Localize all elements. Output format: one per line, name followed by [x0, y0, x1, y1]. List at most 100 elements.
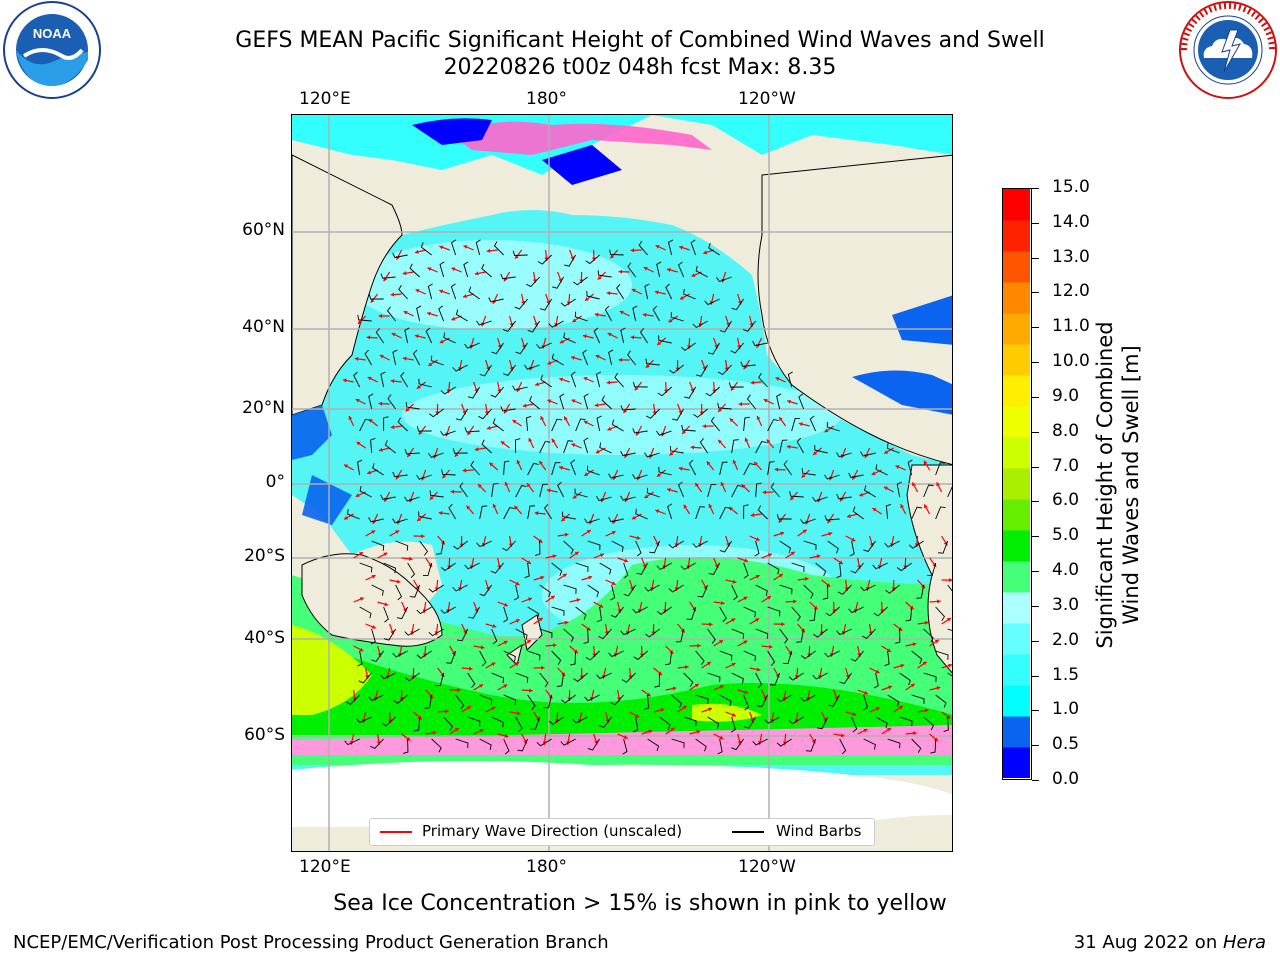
wave-direction-arrowhead	[366, 335, 371, 340]
wind-barb	[935, 462, 946, 476]
wind-barb	[872, 562, 888, 570]
colorbar-tick-label: 4.0	[1052, 560, 1080, 581]
colorbar-swatch	[1003, 313, 1030, 345]
wave-direction-arrowhead	[756, 667, 761, 672]
wind-barb	[503, 650, 516, 662]
wind-barb	[392, 252, 408, 258]
wind-barb	[620, 495, 636, 501]
wind-barb	[611, 419, 624, 432]
wind-barb	[392, 349, 398, 366]
wave-direction-arrowhead	[708, 707, 712, 712]
wave-direction-arrowhead	[559, 465, 563, 470]
wind-barb	[769, 672, 781, 686]
wave-direction-arrowhead	[703, 250, 708, 255]
colorbar-swatch	[1003, 623, 1030, 655]
wave-direction-arrowhead	[949, 578, 952, 583]
wind-barb	[383, 606, 389, 623]
wind-barb	[416, 305, 422, 322]
wave-direction-arrowhead	[463, 245, 468, 249]
colorbar-tick-mark	[1032, 292, 1039, 294]
wind-barb	[380, 672, 396, 680]
wind-barb	[863, 694, 869, 711]
wave-direction-arrowhead	[480, 645, 485, 650]
wave-direction-arrowhead	[445, 709, 449, 714]
wind-barb	[515, 628, 528, 641]
wave-direction-arrowhead	[706, 662, 711, 666]
wave-direction-arrowhead	[741, 484, 746, 489]
wave-direction-arrowhead	[414, 249, 419, 254]
wave-direction-arrowhead	[729, 418, 734, 423]
wind-barb	[515, 484, 527, 498]
colorbar-tick-mark	[1032, 257, 1039, 259]
wind-barb	[490, 562, 504, 574]
wind-barb	[375, 328, 385, 344]
wind-barb	[585, 254, 600, 265]
wind-barb	[719, 650, 733, 661]
wind-barb	[887, 738, 901, 749]
wind-barb	[359, 486, 372, 498]
wind-barb	[359, 418, 371, 432]
wind-barb	[368, 517, 384, 523]
wave-direction-arrowhead	[672, 686, 677, 691]
map-panel[interactable]	[291, 114, 953, 852]
wind-barb	[787, 371, 793, 388]
southern-ocean-peak-waves	[292, 635, 952, 749]
wind-barb	[428, 452, 444, 458]
wave-direction-arrowhead	[667, 268, 671, 272]
asia-land	[292, 154, 403, 416]
wind-barb	[654, 672, 661, 688]
wind-barb	[656, 606, 672, 615]
wave-direction-arrowhead	[571, 443, 576, 448]
wave-direction-arrowhead	[571, 355, 575, 360]
wind-barb	[803, 584, 814, 599]
wind-barb	[908, 540, 924, 549]
wave-direction-arrowhead	[562, 573, 567, 578]
wind-barb	[597, 270, 612, 278]
wind-barb	[783, 460, 793, 476]
wind-barb	[668, 540, 684, 549]
wave-direction-arrowhead	[479, 684, 484, 688]
wind-barb	[559, 393, 565, 410]
wind-barb	[418, 511, 432, 520]
wind-barb	[570, 650, 577, 666]
wind-barb	[943, 716, 949, 733]
wind-barb	[695, 694, 709, 704]
wind-barb	[527, 694, 536, 710]
colorbar-tick-label: 7.0	[1052, 455, 1080, 476]
wind-barb	[356, 716, 372, 724]
wind-barb	[404, 496, 420, 502]
wind-barb	[412, 349, 421, 366]
wave-direction-arrowhead	[559, 339, 564, 344]
wind-barb	[693, 408, 708, 418]
wind-barb	[743, 462, 755, 476]
wave-direction-arrowhead	[762, 490, 767, 495]
wind-barb	[404, 628, 420, 636]
wind-barb	[935, 694, 947, 708]
wind-barb	[560, 738, 576, 746]
wind-barb	[639, 328, 649, 344]
wind-barb	[428, 584, 444, 593]
wind-barb	[930, 738, 937, 754]
wave-direction-arrowhead	[778, 573, 783, 578]
wave-direction-arrowhead	[463, 294, 467, 299]
wind-barb	[527, 650, 541, 661]
wind-barb	[938, 540, 949, 554]
wind-barb	[371, 540, 385, 551]
colorbar-title: Significant Height of Combined Wind Wave…	[1092, 321, 1144, 648]
wind-barb	[923, 484, 934, 498]
nws-logo	[1178, 0, 1278, 100]
wind-barb	[779, 439, 788, 454]
wind-barb	[850, 650, 864, 662]
wind-barb	[875, 464, 888, 476]
wave-direction-arrowhead	[352, 697, 357, 701]
wind-barb	[491, 716, 504, 728]
wind-barb	[526, 276, 540, 288]
wind-barb	[539, 672, 549, 688]
wave-direction-arrowhead	[790, 551, 795, 556]
wave-direction-arrowhead	[768, 644, 773, 649]
wind-barb	[479, 584, 493, 597]
wind-barb	[707, 672, 721, 683]
wind-barb	[789, 491, 804, 498]
wind-barb	[503, 738, 510, 755]
wind-barb	[479, 694, 493, 705]
